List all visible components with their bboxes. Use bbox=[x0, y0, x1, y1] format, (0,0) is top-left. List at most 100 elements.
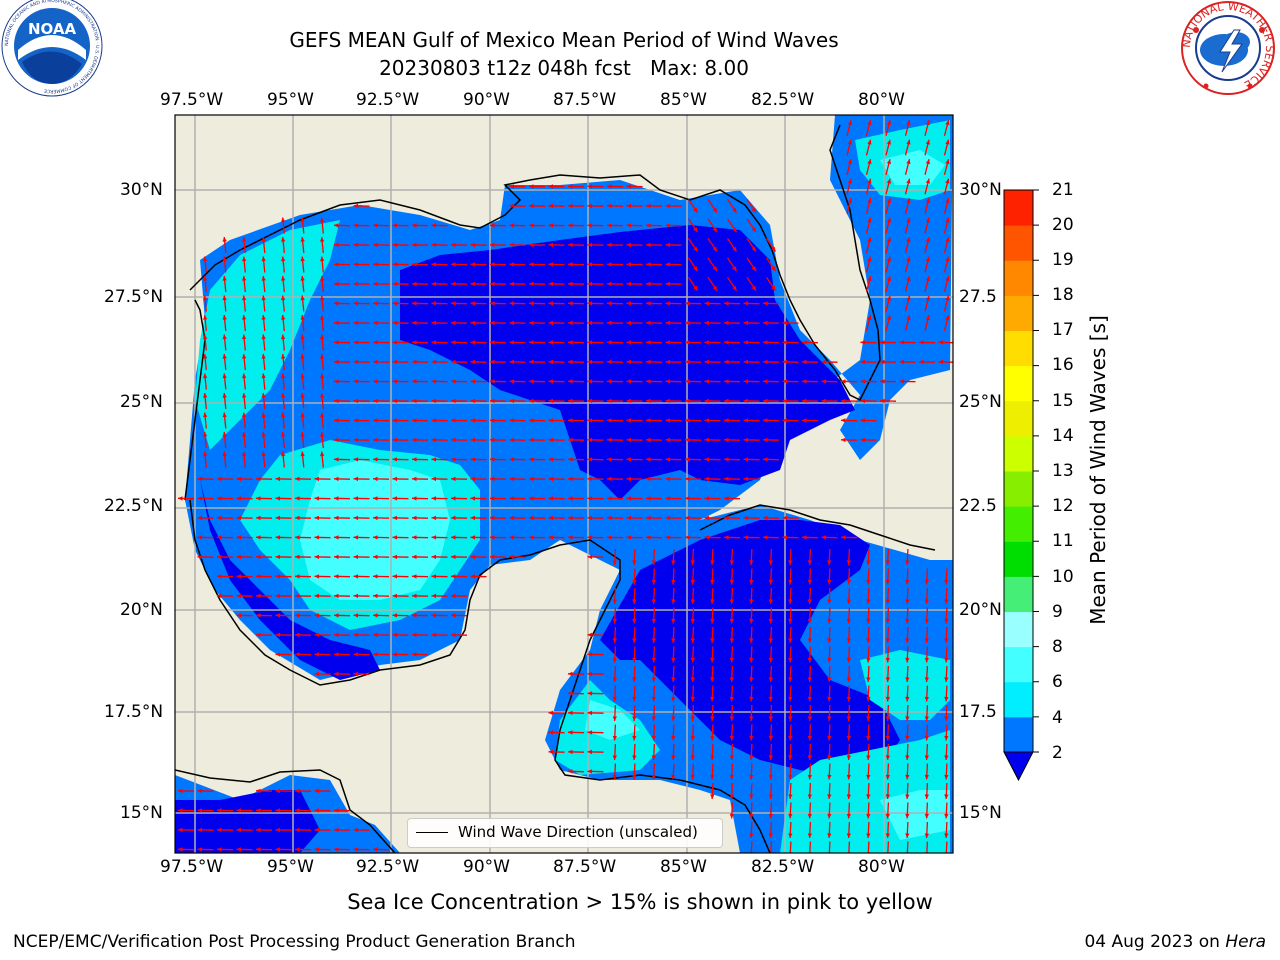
wave-direction-arrowhead bbox=[295, 808, 300, 813]
wave-direction-arrowhead bbox=[724, 418, 729, 423]
wave-direction-arrowhead bbox=[431, 515, 436, 521]
wave-direction-arrowhead bbox=[724, 496, 729, 501]
wave-direction-arrowhead bbox=[431, 340, 436, 345]
wave-direction-arrowhead bbox=[509, 418, 514, 423]
wave-direction-arrowhead bbox=[827, 560, 832, 565]
wave-direction-arrowhead bbox=[451, 262, 456, 267]
wave-direction-arrowhead bbox=[587, 691, 592, 696]
wave-direction-arrowhead bbox=[509, 476, 514, 482]
wave-direction-arrowhead bbox=[490, 340, 495, 345]
wave-direction-arrowhead bbox=[671, 657, 676, 663]
wave-direction-arrowhead bbox=[665, 242, 670, 248]
wave-direction-arrowhead bbox=[373, 632, 378, 638]
wave-direction-arrowhead bbox=[529, 203, 534, 209]
wave-direction-arrowhead bbox=[924, 696, 929, 702]
wave-direction-arrowhead bbox=[529, 281, 534, 287]
colorbar-segment bbox=[1004, 400, 1033, 437]
wave-direction-arrowhead bbox=[724, 320, 729, 326]
wave-direction-arrowhead bbox=[334, 379, 339, 384]
lat-tick-label: 17.5°N bbox=[104, 702, 164, 722]
wave-direction-arrowhead bbox=[880, 379, 885, 384]
wave-direction-arrowhead bbox=[626, 515, 631, 521]
wave-direction-arrowhead bbox=[548, 535, 553, 540]
wave-direction-arrowhead bbox=[866, 579, 871, 585]
wave-direction-arrowhead bbox=[587, 535, 592, 540]
colorbar-tick-label: 18 bbox=[1052, 285, 1074, 305]
wave-direction-arrowhead bbox=[846, 716, 851, 721]
wave-direction-arrowhead bbox=[178, 496, 183, 501]
wave-direction-arrowhead bbox=[548, 749, 553, 755]
wave-direction-arrowhead bbox=[203, 256, 208, 262]
wave-direction-arrowhead bbox=[905, 755, 910, 760]
wave-direction-arrowhead bbox=[886, 217, 891, 223]
wave-direction-arrowhead bbox=[548, 515, 553, 521]
wave-direction-arrowhead bbox=[373, 457, 378, 462]
wave-direction-arrowhead bbox=[490, 223, 495, 228]
wave-direction-arrowhead bbox=[788, 599, 793, 604]
wave-direction-arrowhead bbox=[353, 262, 358, 267]
wave-direction-arrowhead bbox=[886, 237, 891, 243]
colorbar-tick-label: 2 bbox=[1052, 743, 1063, 763]
wave-direction-arrowhead bbox=[665, 340, 670, 345]
wave-direction-arrowhead bbox=[905, 579, 910, 585]
wave-direction-arrowhead bbox=[431, 496, 436, 501]
wave-direction-arrowhead bbox=[529, 262, 534, 267]
wave-direction-arrowhead bbox=[392, 301, 397, 306]
wave-direction-arrowhead bbox=[470, 340, 475, 345]
wave-direction-arrowhead bbox=[217, 574, 222, 579]
wave-direction-arrowhead bbox=[768, 735, 773, 741]
wave-direction-arrowhead bbox=[431, 223, 436, 228]
wave-direction-arrowhead bbox=[782, 418, 787, 423]
wave-direction-arrowhead bbox=[665, 515, 670, 521]
lon-tick-label: 80°W bbox=[858, 90, 905, 110]
wave-direction-arrowhead bbox=[509, 535, 514, 540]
wave-direction-arrowhead bbox=[646, 535, 651, 540]
wave-direction-arrowhead bbox=[353, 496, 358, 501]
wave-direction-arrowhead bbox=[373, 223, 378, 228]
wave-direction-arrowhead bbox=[724, 379, 729, 384]
wave-direction-arrowhead bbox=[743, 359, 748, 365]
colorbar bbox=[1003, 189, 1039, 782]
wave-direction-arrowhead bbox=[295, 593, 300, 599]
wave-direction-arrowhead bbox=[373, 340, 378, 345]
wave-direction-arrowhead bbox=[236, 496, 241, 501]
wave-direction-arrowhead bbox=[236, 574, 241, 579]
wave-direction-arrowhead bbox=[807, 735, 812, 741]
wave-direction-arrowhead bbox=[632, 599, 637, 604]
wave-direction-arrowhead bbox=[646, 320, 651, 326]
wave-direction-arrowhead bbox=[704, 457, 709, 462]
colorbar-tick-label: 15 bbox=[1052, 391, 1074, 411]
wave-direction-arrowhead bbox=[612, 716, 617, 721]
wave-direction-arrowhead bbox=[431, 632, 436, 638]
wave-direction-arrowhead bbox=[867, 159, 872, 165]
wave-direction-arrowhead bbox=[587, 476, 592, 482]
wave-direction-arrowhead bbox=[314, 613, 319, 618]
wave-direction-arrowhead bbox=[626, 379, 631, 384]
wave-direction-arrowhead bbox=[944, 716, 949, 721]
wave-direction-arrowhead bbox=[353, 203, 358, 209]
wave-direction-arrowhead bbox=[782, 320, 787, 326]
wave-direction-arrowhead bbox=[671, 774, 676, 780]
wave-direction-arrowhead bbox=[261, 334, 266, 340]
lon-tick-label: 95°W bbox=[267, 90, 314, 110]
wave-direction-arrowhead bbox=[451, 398, 456, 404]
wave-direction-arrowhead bbox=[281, 412, 286, 418]
wave-direction-arrowhead bbox=[314, 593, 319, 599]
wave-direction-arrowhead bbox=[236, 613, 241, 618]
wave-direction-arrowhead bbox=[866, 833, 871, 838]
wave-direction-arrowhead bbox=[665, 359, 670, 365]
wave-direction-arrowhead bbox=[710, 696, 715, 702]
wave-direction-arrowhead bbox=[392, 262, 397, 267]
wave-direction-arrowhead bbox=[685, 320, 690, 326]
wave-direction-arrowhead bbox=[925, 198, 930, 204]
wave-direction-arrowhead bbox=[886, 295, 891, 301]
wave-direction-arrowhead bbox=[281, 315, 286, 320]
wave-direction-arrowhead bbox=[646, 242, 651, 248]
wave-direction-arrowhead bbox=[529, 359, 534, 365]
wave-direction-arrowhead bbox=[568, 320, 573, 326]
wave-direction-arrowhead bbox=[846, 735, 851, 741]
colorbar-segment bbox=[1004, 365, 1033, 402]
wave-direction-arrowhead bbox=[568, 184, 573, 189]
wave-direction-arrowhead bbox=[867, 315, 872, 321]
wave-direction-arrowhead bbox=[866, 716, 871, 721]
